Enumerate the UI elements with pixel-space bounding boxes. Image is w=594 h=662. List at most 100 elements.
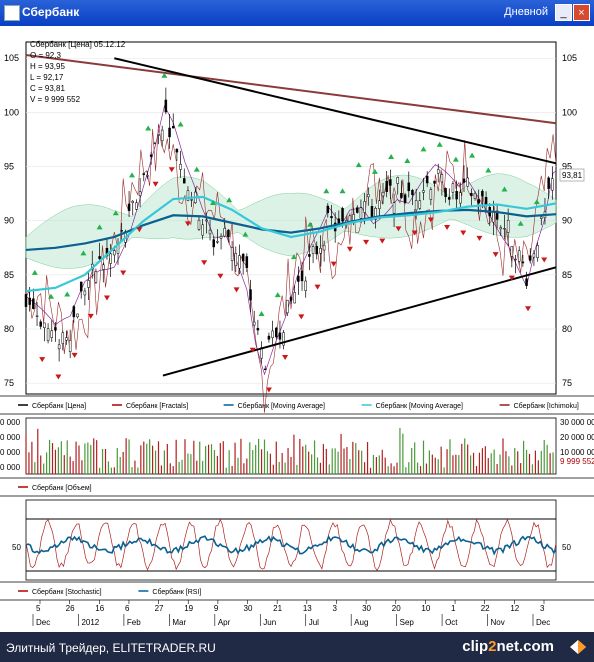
volume-bar [28,452,30,474]
volume-bar [266,451,269,474]
volume-bar [387,466,389,474]
x-month-label: Oct [445,618,458,627]
x-day-label: 1 [451,604,456,613]
price-candle-body [50,330,54,338]
volume-current-label: 9 999 552 [560,457,594,466]
volume-bar [104,448,107,474]
volume-bar [260,449,263,474]
price-candle-body [470,192,473,196]
volume-left-tick-2: 0 000 [0,433,21,442]
volume-bar [352,441,354,474]
volume-bar [543,439,545,474]
volume-bar [140,445,142,474]
price-candle-body [433,180,436,184]
close-button[interactable]: × [573,4,590,21]
volume-bar [125,438,127,474]
volume-bar [249,442,251,474]
fractal-up-marker [129,172,135,178]
volume-bar [334,448,336,474]
ichimoku-lag-line [25,123,557,413]
volume-bar [372,454,375,474]
price-candle-body [208,229,212,235]
fractal-up-marker [226,197,233,203]
price-candle-body [238,255,241,269]
price-candle-body [113,250,116,256]
volume-bar [552,452,554,474]
fractal-down-marker [460,230,467,236]
price-candle-body [532,253,536,258]
price-candle-body [319,248,322,254]
price-candle-body [98,256,101,259]
volume-bar [243,463,245,474]
price-candle-body [57,344,61,350]
volume-bar [63,455,65,474]
volume-bar [549,453,551,474]
volume-bar [225,467,227,474]
fractal-up-marker [112,210,119,216]
price-candle-body [32,298,35,309]
volume-left-tick-4: 0 000 [0,463,21,472]
fractal-down-marker [217,273,224,279]
volume-bar [54,449,57,474]
fractal-up-marker [517,220,524,226]
fractal-down-marker [233,287,240,293]
fractal-up-marker [209,200,216,206]
price-candle-body [367,194,370,198]
price-candle-body [267,335,271,340]
volume-bar [511,465,513,474]
fractal-up-marker [485,167,492,173]
volume-bar [440,446,442,474]
title-bar: Сбербанк Дневной _ × [0,0,594,26]
volume-bar [96,440,98,474]
x-day-label: 10 [421,604,430,613]
fractal-down-marker [508,275,515,281]
window-title: Сбербанк [22,5,80,19]
volume-bar [431,454,433,474]
volume-bar [143,441,145,474]
fractal-down-marker [363,239,370,245]
volume-bar [364,462,366,474]
volume-bar [296,464,298,474]
volume-bar [525,449,528,474]
fractal-up-marker [404,158,411,164]
volume-bar [252,449,254,474]
price-legend-label: Сбербанк [Ichimoku] [514,402,579,410]
price-candle-body [275,327,278,338]
x-month-label: Aug [354,618,368,627]
x-day-label: 5 [36,604,41,613]
price-candle-body [219,236,223,239]
fractal-down-marker [103,295,110,301]
price-candle-body [414,200,418,211]
x-day-label: 27 [155,604,164,613]
price-candle-body [374,208,377,220]
timeframe-label[interactable]: Дневной [504,6,548,18]
price-candle-body [297,275,300,282]
volume-bar [43,463,45,474]
price-candle-body [212,239,215,248]
volume-bar [349,458,351,474]
volume-bar [470,455,472,474]
stochastic-line [25,518,557,572]
volume-bar [110,467,112,474]
x-month-label: Mar [172,618,186,627]
price-candle-body [540,216,543,219]
volume-tick-2: 20 000 000 [560,433,594,442]
fractal-up-marker [436,141,443,147]
price-candle-body [326,205,330,214]
price-candle-body [102,264,105,270]
price-candle-body [87,280,90,288]
price-legend-label: Сбербанк [Fractals] [126,402,188,410]
volume-bar [434,457,436,474]
volume-bar [520,463,522,474]
price-candle-body [451,183,455,193]
fractal-down-marker [541,257,548,263]
price-candle-body [65,337,68,341]
volume-bar [193,440,195,474]
volume-bar [219,443,221,474]
price-candle-body [300,270,304,282]
volume-bar [537,460,539,474]
volume-bar [81,460,83,474]
minimize-button[interactable]: _ [555,4,572,21]
volume-bar [381,449,383,474]
volume-bar [316,457,319,474]
